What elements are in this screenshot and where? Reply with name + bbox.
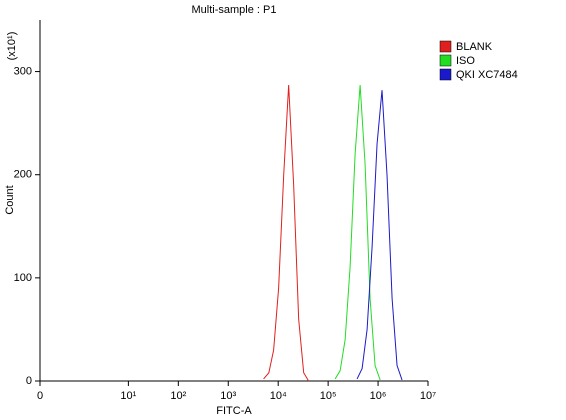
y-axis-label: Count bbox=[4, 185, 16, 214]
y-tick-label: 300 bbox=[14, 65, 32, 77]
x-tick-label: 10³ bbox=[220, 390, 236, 402]
chart-title: Multi-sample : P1 bbox=[192, 4, 277, 16]
x-tick-label: 10⁴ bbox=[270, 390, 287, 402]
legend-swatch bbox=[439, 40, 452, 53]
y-multiplier: (x10¹) bbox=[6, 32, 18, 61]
legend-swatch bbox=[439, 54, 452, 67]
series-line bbox=[263, 84, 310, 382]
legend-label: BLANK bbox=[456, 41, 493, 53]
series-line bbox=[334, 84, 381, 381]
legend-label: ISO bbox=[456, 55, 475, 67]
series-line bbox=[356, 90, 403, 381]
y-tick-label: 100 bbox=[14, 272, 32, 284]
x-tick-label: 10⁷ bbox=[420, 390, 436, 402]
x-tick-label: 10⁵ bbox=[320, 390, 337, 402]
x-tick-label: 10⁶ bbox=[370, 390, 387, 402]
x-tick-label: 0 bbox=[37, 390, 43, 402]
x-tick-label: 10² bbox=[170, 390, 186, 402]
legend-label: QKI XC7484 bbox=[456, 69, 518, 81]
x-tick-label: 10¹ bbox=[120, 390, 136, 402]
legend-swatch bbox=[439, 68, 452, 81]
x-axis-label: FITC-A bbox=[216, 405, 252, 417]
y-tick-label: 0 bbox=[26, 375, 32, 387]
y-tick-label: 200 bbox=[14, 169, 32, 181]
